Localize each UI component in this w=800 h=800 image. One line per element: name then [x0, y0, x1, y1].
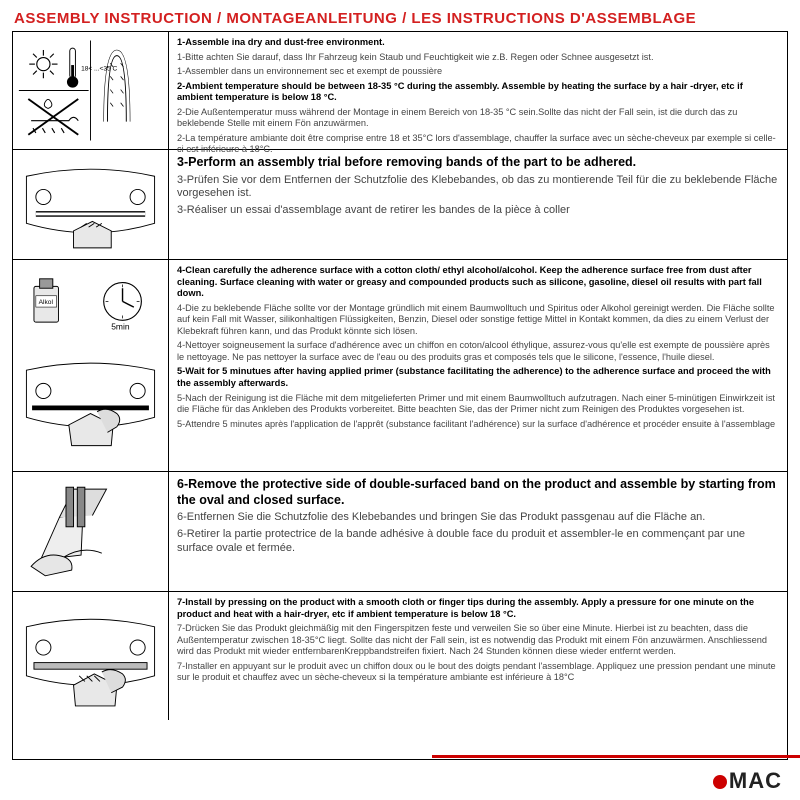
- step6-en: 6-Remove the protective side of double-s…: [177, 477, 779, 508]
- step6-de: 6-Entfernen Sie die Schutzfolie des Kleb…: [177, 511, 779, 525]
- brand-logo-text: MAC: [729, 768, 782, 793]
- step-row-3: Alkol 5min: [13, 260, 787, 472]
- press-install-icon: [17, 596, 164, 716]
- step3-text: 3-Perform an assembly trial before remov…: [169, 150, 787, 259]
- peel-tape-icon: [17, 476, 164, 587]
- page-title: ASSEMBLY INSTRUCTION / MONTAGEANLEITUNG …: [12, 10, 788, 31]
- step7-de: 7-Drücken Sie das Produkt gleichmäßig mi…: [177, 623, 779, 658]
- step1-en: 1-Assemble ina dry and dust-free environ…: [177, 37, 779, 49]
- step4-5-text: 4-Clean carefully the adherence surface …: [169, 260, 787, 471]
- step6-text: 6-Remove the protective side of double-s…: [169, 472, 787, 591]
- step7-fr: 7-Installer en appuyant sur le produit a…: [177, 661, 779, 684]
- step4-de: 4-Die zu beklebende Fläche sollte vor de…: [177, 303, 779, 338]
- step5-fr: 5-Attendre 5 minutes après l'application…: [177, 419, 779, 431]
- step5-de: 5-Nach der Reinigung ist die Fläche mit …: [177, 393, 779, 416]
- step1-text: 1-Assemble ina dry and dust-free environ…: [169, 32, 787, 149]
- step1-icon-cell: 18< ...<35 C: [13, 32, 169, 149]
- step-row-2: 3-Perform an assembly trial before remov…: [13, 150, 787, 260]
- step3-fr: 3-Réaliser un essai d'assemblage avant d…: [177, 204, 779, 218]
- step3-icon-cell: [13, 150, 169, 259]
- step-row-4: 6-Remove the protective side of double-s…: [13, 472, 787, 592]
- svg-text:18< ...<35 C: 18< ...<35 C: [81, 66, 117, 73]
- sun-thermometer-nowater-icon: 18< ...<35 C: [17, 36, 164, 145]
- clean-primer-wait-icon: Alkol 5min: [17, 264, 164, 467]
- step4-en: 4-Clean carefully the adherence surface …: [177, 265, 779, 300]
- step7-en: 7-Install by pressing on the product wit…: [177, 597, 779, 620]
- step1-fr: 1-Assembler dans un environnement sec et…: [177, 66, 779, 78]
- instruction-table: 18< ...<35 C: [12, 31, 788, 760]
- step-row-5: 7-Install by pressing on the product wit…: [13, 592, 787, 720]
- step4-5-icon-cell: Alkol 5min: [13, 260, 169, 471]
- step6-icon-cell: [13, 472, 169, 591]
- step2-en: 2-Ambient temperature should be between …: [177, 81, 779, 104]
- step3-de: 3-Prüfen Sie vor dem Entfernen der Schut…: [177, 174, 779, 202]
- step6-fr: 6-Retirer la partie protectrice de la ba…: [177, 528, 779, 556]
- svg-text:5min: 5min: [111, 322, 130, 332]
- step1-de: 1-Bitte achten Sie darauf, dass Ihr Fahr…: [177, 52, 779, 64]
- step7-text: 7-Install by pressing on the product wit…: [169, 592, 787, 720]
- step7-icon-cell: [13, 592, 169, 720]
- trial-fit-icon: [17, 154, 164, 255]
- step3-en: 3-Perform an assembly trial before remov…: [177, 155, 779, 171]
- step4-fr: 4-Nettoyer soigneusement la surface d'ad…: [177, 340, 779, 363]
- step2-de: 2-Die Außentemperatur muss während der M…: [177, 107, 779, 130]
- footer-red-line: [432, 755, 800, 758]
- step-row-1: 18< ...<35 C: [13, 32, 787, 150]
- assembly-instruction-sheet: ASSEMBLY INSTRUCTION / MONTAGEANLEITUNG …: [0, 0, 800, 800]
- brand-logo: MAC: [713, 768, 782, 794]
- step5-en: 5-Wait for 5 minutues after having appli…: [177, 366, 779, 389]
- svg-text:Alkol: Alkol: [39, 299, 54, 306]
